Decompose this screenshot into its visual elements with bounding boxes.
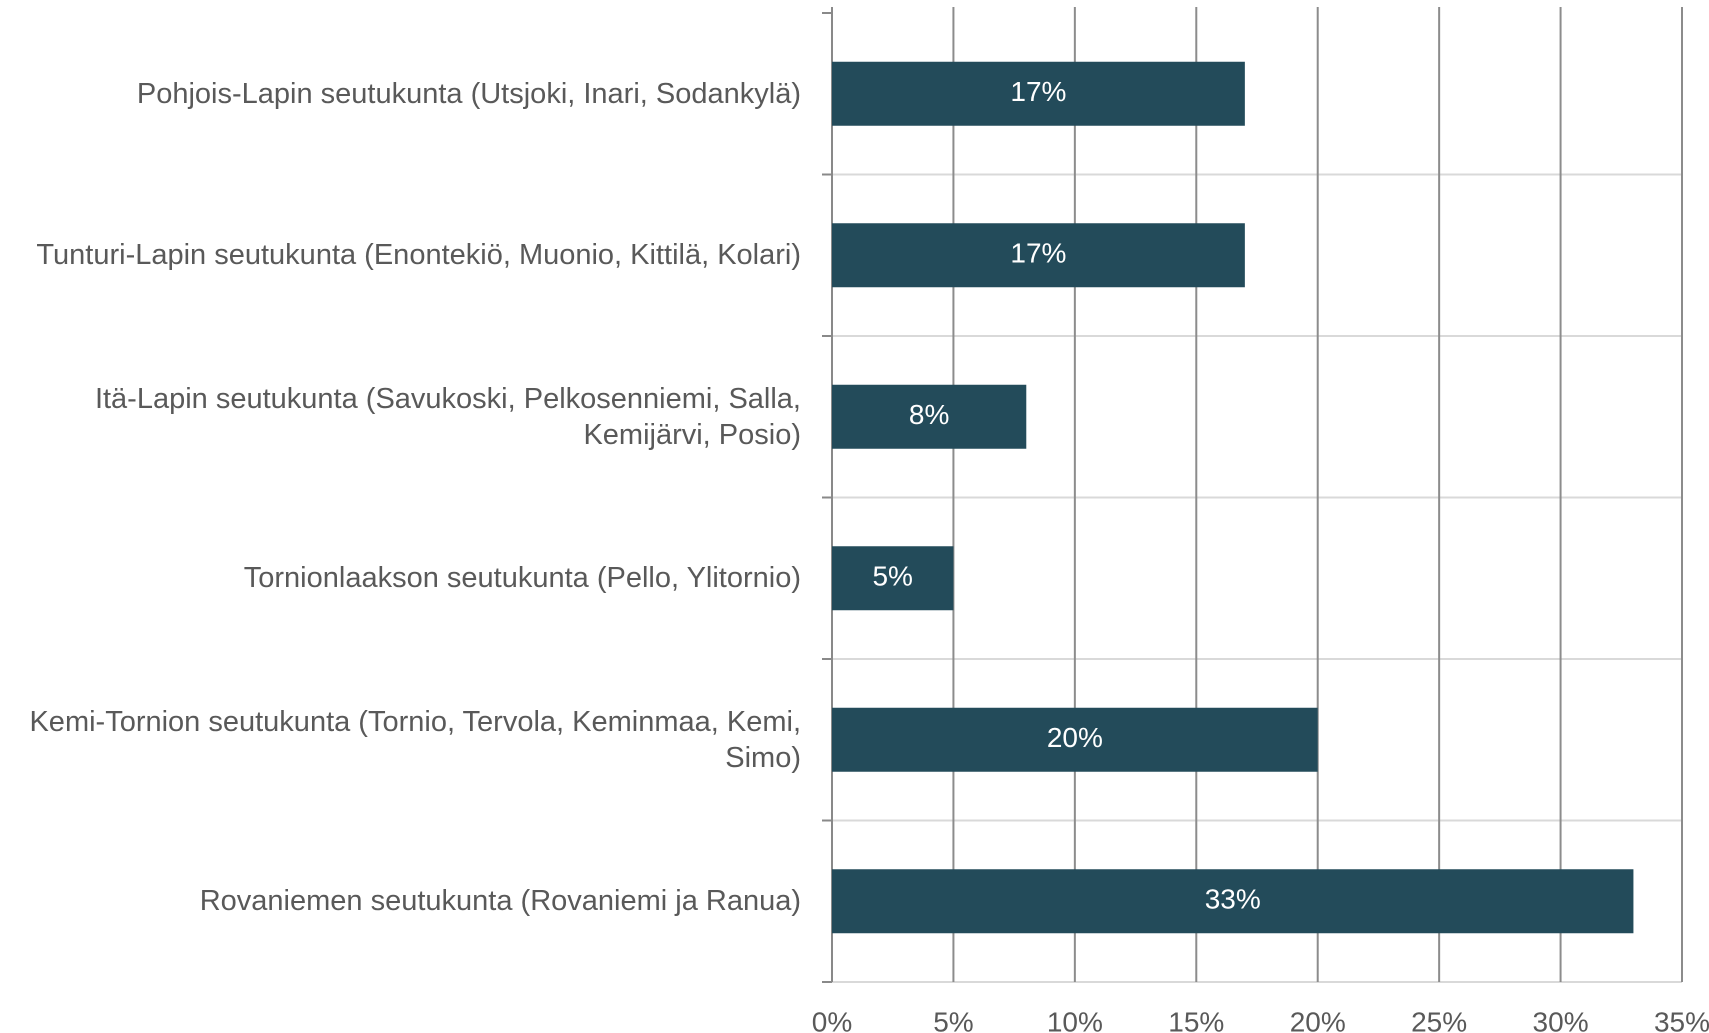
value-label: 33% — [1205, 884, 1261, 915]
y-tick-label: Tornionlaakson seutukunta (Pello, Ylitor… — [243, 562, 801, 595]
value-label: 20% — [1047, 722, 1103, 753]
value-label: 5% — [872, 561, 912, 592]
y-tick-label: Itä-Lapin seutukunta (Savukoski, Pelkose… — [94, 382, 801, 451]
x-tick-label: 35% — [1654, 1006, 1709, 1033]
value-label: 17% — [1010, 76, 1066, 107]
bar — [832, 223, 1245, 288]
y-tick-label: Kemi-Tornion seutukunta (Tornio, Tervola… — [29, 705, 801, 774]
y-tick-label: Tunturi-Lapin seutukunta (Enontekiö, Muo… — [36, 239, 801, 272]
bar — [832, 384, 1027, 449]
x-tick-label: 30% — [1533, 1006, 1589, 1033]
x-tick-label: 15% — [1168, 1006, 1224, 1033]
y-tick-label: Pohjois-Lapin seutukunta (Utsjoki, Inari… — [136, 77, 801, 110]
x-tick-label: 20% — [1290, 1006, 1346, 1033]
bar — [832, 707, 1318, 772]
bar — [832, 546, 954, 611]
x-tick-label: 10% — [1047, 1006, 1103, 1033]
x-tick-label: 5% — [933, 1006, 973, 1033]
value-label: 8% — [909, 399, 949, 430]
x-tick-label: 25% — [1411, 1006, 1467, 1033]
value-label: 17% — [1010, 238, 1066, 269]
bar — [832, 869, 1634, 934]
y-tick-label: Rovaniemen seutukunta (Rovaniemi ja Ranu… — [199, 885, 801, 918]
x-tick-label: 0% — [812, 1006, 852, 1033]
bar — [832, 61, 1245, 126]
